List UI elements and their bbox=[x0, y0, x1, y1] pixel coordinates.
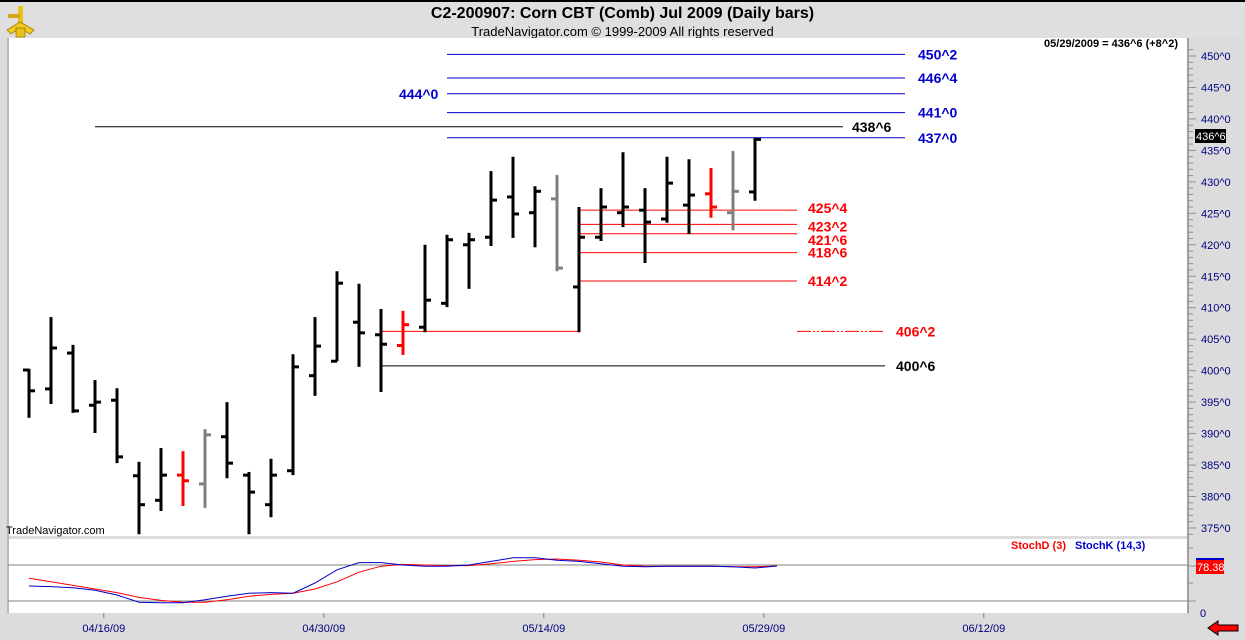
level-label: 450^2 bbox=[918, 46, 958, 62]
ohlc-bar bbox=[749, 137, 761, 201]
y-tick-label: 425^0 bbox=[1201, 208, 1231, 220]
ohlc-bar bbox=[23, 368, 35, 418]
watermark: TradeNavigator.com bbox=[6, 525, 105, 537]
y-tick-label: 375^0 bbox=[1201, 523, 1231, 535]
stochk-line bbox=[28, 557, 778, 604]
ohlc-bar bbox=[661, 156, 673, 223]
level-label: 437^0 bbox=[918, 130, 958, 146]
level-label: 425^4 bbox=[808, 200, 848, 216]
ohlc-bar bbox=[265, 458, 277, 518]
ohlc-bar bbox=[45, 317, 57, 405]
ohlc-bar bbox=[309, 317, 321, 396]
ohlc-bar bbox=[67, 344, 79, 413]
ohlc-bar bbox=[155, 448, 167, 511]
y-tick-label: 450^0 bbox=[1201, 51, 1231, 63]
scroll-left-arrow-icon[interactable] bbox=[1207, 620, 1239, 636]
y-tick-label: 410^0 bbox=[1201, 303, 1231, 315]
y-tick-label: 435^0 bbox=[1201, 145, 1231, 157]
copyright-text: TradeNavigator.com © 1999-2009 All right… bbox=[471, 24, 774, 39]
ohlc-bar bbox=[485, 171, 497, 247]
y-tick-label: 400^0 bbox=[1201, 366, 1231, 378]
ohlc-bar bbox=[177, 451, 189, 506]
ohlc-bar bbox=[529, 186, 541, 248]
level-label: 414^2 bbox=[808, 273, 848, 289]
ohlc-bar bbox=[353, 283, 365, 367]
stoch-zero-label: 0 bbox=[1200, 608, 1206, 620]
x-tick-label: 06/12/09 bbox=[962, 623, 1005, 635]
price-chart[interactable]: 450^0 445^0 440^0 435^0 430^0 425^0 420^0 415^0… bbox=[0, 38, 1245, 640]
level-label: 423^2 bbox=[808, 218, 848, 234]
ohlc-bar bbox=[463, 232, 475, 289]
ohlc-bar bbox=[683, 159, 695, 235]
ohlc-bar bbox=[133, 461, 145, 535]
ohlc-bar bbox=[199, 429, 211, 508]
ohlc-bar bbox=[221, 402, 233, 479]
y-tick-label: 405^0 bbox=[1201, 334, 1231, 346]
level-label: 418^6 bbox=[808, 245, 848, 261]
ohlc-bar bbox=[419, 244, 431, 333]
ohlc-bar bbox=[441, 234, 453, 308]
ohlc-bar bbox=[331, 271, 343, 363]
stochk-legend: StochK (14,3) bbox=[1075, 540, 1146, 552]
ohlc-bar bbox=[551, 174, 563, 272]
level-label: 446^4 bbox=[918, 70, 958, 86]
level-label: 438^6 bbox=[852, 119, 892, 135]
ohlc-bar bbox=[727, 151, 739, 231]
x-tick-label: 04/16/09 bbox=[82, 623, 125, 635]
stochd-legend: StochD (3) bbox=[1011, 540, 1066, 552]
ohlc-bar bbox=[375, 308, 387, 393]
y-tick-label: 395^0 bbox=[1201, 397, 1231, 409]
ohlc-bar bbox=[111, 388, 123, 464]
sextant-logo-icon bbox=[6, 6, 35, 38]
ohlc-bar bbox=[573, 207, 585, 333]
level-label: 400^6 bbox=[896, 358, 936, 374]
ohlc-bar bbox=[639, 188, 651, 264]
y-tick-label: 430^0 bbox=[1201, 177, 1231, 189]
level-label: 441^0 bbox=[918, 105, 958, 121]
y-tick-label: 440^0 bbox=[1201, 114, 1231, 126]
y-tick-label: 390^0 bbox=[1201, 429, 1231, 441]
ohlc-bar bbox=[243, 471, 255, 535]
title-bar: C2-200907: Corn CBT (Comb) Jul 2009 (Dai… bbox=[0, 0, 1245, 39]
last-price-tag: 436^6 bbox=[1196, 131, 1226, 143]
ohlc-bar bbox=[397, 310, 409, 355]
stoch-value-tag-bg bbox=[1196, 560, 1224, 574]
y-tick-label: 445^0 bbox=[1201, 82, 1231, 94]
y-tick-label: 385^0 bbox=[1201, 460, 1231, 472]
stoch-value-tag: 78.38 bbox=[1197, 562, 1225, 574]
level-label: 406^2 bbox=[896, 323, 936, 339]
y-tick-label: 380^0 bbox=[1201, 492, 1231, 504]
x-tick-label: 05/14/09 bbox=[522, 623, 565, 635]
ohlc-bar bbox=[287, 354, 299, 476]
ohlc-bar bbox=[507, 156, 519, 238]
x-tick-label: 04/30/09 bbox=[302, 623, 345, 635]
ohlc-bar bbox=[705, 168, 717, 218]
level-label: 444^0 bbox=[399, 86, 439, 102]
ohlc-bar bbox=[617, 152, 629, 228]
last-price-tag-bg bbox=[1195, 129, 1226, 143]
price-readout: 05/29/2009 = 436^6 (+8^2) bbox=[1044, 38, 1178, 50]
y-tick-label: 415^0 bbox=[1201, 271, 1231, 283]
level-label: 421^6 bbox=[808, 232, 848, 248]
y-tick-label: 420^0 bbox=[1201, 240, 1231, 252]
chart-title: C2-200907: Corn CBT (Comb) Jul 2009 (Dai… bbox=[430, 5, 815, 22]
x-tick-label: 05/29/09 bbox=[742, 623, 785, 635]
stoch-tag-stripe bbox=[1196, 558, 1224, 560]
ohlc-bar bbox=[89, 380, 101, 433]
ohlc-bar bbox=[595, 188, 607, 242]
